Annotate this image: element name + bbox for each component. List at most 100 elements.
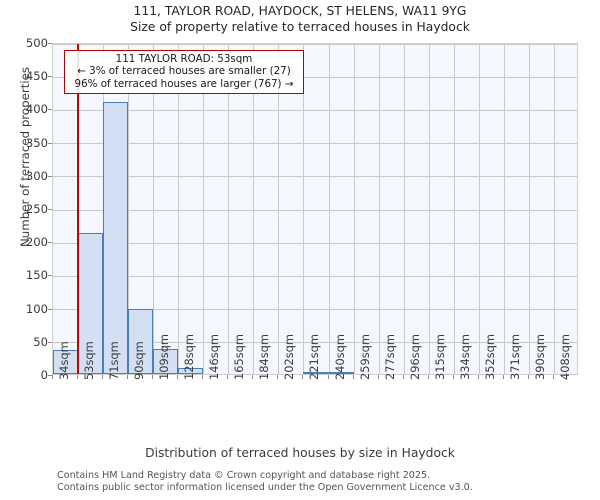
x-axis-tick-label: 296sqm — [407, 333, 422, 380]
y-axis-tick-label: 300 — [25, 168, 48, 183]
gridline-vertical — [503, 44, 505, 374]
x-axis-tickmark — [277, 375, 279, 379]
gridline-horizontal — [53, 209, 577, 211]
gridline-vertical — [478, 44, 480, 374]
y-axis-tickmark — [48, 142, 52, 144]
histogram-bar — [78, 233, 104, 374]
histogram-bar — [328, 372, 354, 374]
x-axis-tick-label: 165sqm — [232, 333, 247, 380]
y-axis-tick-label: 250 — [25, 202, 48, 216]
x-axis-tickmark — [52, 375, 53, 379]
gridline-vertical — [353, 44, 355, 374]
plot-area — [52, 43, 578, 375]
x-axis-tickmark — [252, 375, 254, 379]
x-axis-tickmark — [227, 375, 229, 379]
gridline-vertical — [153, 44, 155, 374]
y-axis-tick-label: 500 — [25, 36, 48, 50]
gridline-horizontal — [53, 76, 577, 78]
x-axis-tickmark — [152, 375, 154, 379]
x-axis-tickmark — [177, 375, 179, 379]
x-axis-tickmark — [502, 375, 504, 379]
x-axis-tick-label: 90sqm — [132, 341, 147, 380]
x-axis-tick-label: 53sqm — [82, 341, 97, 380]
y-axis-tick-label: 50 — [33, 334, 48, 349]
x-axis-tickmark — [302, 375, 304, 379]
x-axis-tick-label: 334sqm — [457, 333, 472, 380]
gridline-vertical — [203, 44, 205, 374]
x-axis-tickmark — [377, 375, 379, 379]
x-axis-tickmark — [477, 375, 479, 379]
property-annotation-box: 111 TAYLOR ROAD: 53sqm ← 3% of terraced … — [64, 50, 304, 95]
gridline-horizontal — [53, 109, 577, 111]
y-axis-tickmark — [48, 341, 52, 343]
annotation-line-1: 111 TAYLOR ROAD: 53sqm — [115, 53, 253, 65]
y-axis-ticks: 0 50 100 150 200 250 300 350 400 450 500 — [0, 0, 48, 500]
gridline-horizontal — [53, 242, 577, 244]
x-axis-tick-label: 109sqm — [157, 333, 172, 380]
footer-line-2: Contains public sector information licen… — [57, 481, 473, 493]
x-axis-tickmark — [527, 375, 529, 379]
annotation-line-2: ← 3% of terraced houses are smaller (27) — [77, 65, 291, 78]
gridline-vertical — [128, 44, 130, 374]
x-axis-tick-label: 202sqm — [282, 333, 297, 380]
y-axis-tickmark — [48, 76, 52, 78]
x-axis-tickmark — [77, 375, 79, 379]
y-axis-tickmark — [48, 109, 52, 111]
gridline-horizontal — [53, 43, 577, 45]
gridline-vertical — [453, 44, 455, 374]
x-axis-label: Distribution of terraced houses by size … — [145, 446, 455, 460]
x-axis-tick-label: 146sqm — [207, 333, 222, 380]
x-axis-tick-label: 128sqm — [182, 333, 197, 380]
y-axis-tick-label: 350 — [25, 135, 48, 150]
y-axis-tick-label: 450 — [25, 69, 48, 84]
gridline-vertical — [403, 44, 405, 374]
gridline-vertical — [253, 44, 255, 374]
gridline-horizontal — [53, 309, 577, 311]
x-axis-tickmark — [127, 375, 129, 379]
y-axis-tick-label: 200 — [25, 235, 48, 250]
gridline-horizontal — [53, 176, 577, 178]
footer-attribution: Contains HM Land Registry data © Crown c… — [57, 470, 473, 493]
property-marker-line — [77, 44, 80, 374]
x-axis-tick-label: 34sqm — [57, 341, 71, 380]
histogram-bar — [153, 349, 179, 374]
x-axis-tickmark — [102, 375, 104, 379]
gridline-vertical — [178, 44, 180, 374]
gridline-vertical — [228, 44, 230, 374]
gridline-vertical — [378, 44, 380, 374]
y-axis-tickmark — [48, 275, 52, 277]
x-axis-tick-label: 315sqm — [432, 333, 447, 380]
y-axis-tickmark — [48, 209, 52, 210]
gridline-vertical — [303, 44, 305, 374]
x-axis-tick-label: 221sqm — [307, 333, 322, 380]
y-axis-tick-label: 400 — [25, 102, 48, 117]
gridline-vertical — [528, 44, 530, 374]
x-axis-tick-label: 408sqm — [557, 333, 572, 380]
chart-subtitle: Size of property relative to terraced ho… — [130, 20, 470, 34]
x-axis-tick-label: 71sqm — [107, 341, 122, 380]
y-axis-tickmark — [48, 43, 52, 44]
x-axis-tick-label: 259sqm — [357, 333, 372, 380]
histogram-bar — [303, 372, 329, 374]
x-axis-tickmark — [427, 375, 429, 379]
x-axis-tickmark — [552, 375, 554, 379]
x-axis-tick-label: 240sqm — [332, 333, 347, 380]
y-axis-tickmark — [48, 242, 52, 244]
y-axis-label: Number of terraced properties — [18, 66, 32, 248]
page-title: 111, TAYLOR ROAD, HAYDOCK, ST HELENS, WA… — [133, 4, 467, 18]
histogram-bar — [178, 368, 204, 374]
y-axis-tickmark — [48, 308, 52, 310]
x-axis-tick-label: 352sqm — [482, 333, 497, 380]
chart-title-block: 111, TAYLOR ROAD, HAYDOCK, ST HELENS, WA… — [0, 3, 600, 36]
x-axis-tickmark — [202, 375, 204, 379]
y-axis-tick-label: 150 — [25, 268, 48, 283]
gridline-vertical — [553, 44, 555, 374]
gridline-vertical — [278, 44, 280, 374]
x-axis-tickmark — [452, 375, 454, 379]
x-axis-tick-label: 371sqm — [507, 333, 522, 380]
x-axis-tickmark — [352, 375, 354, 379]
bars-layer — [53, 44, 577, 374]
gridline-vertical — [328, 44, 330, 374]
y-axis-tick-label: 100 — [25, 301, 48, 316]
